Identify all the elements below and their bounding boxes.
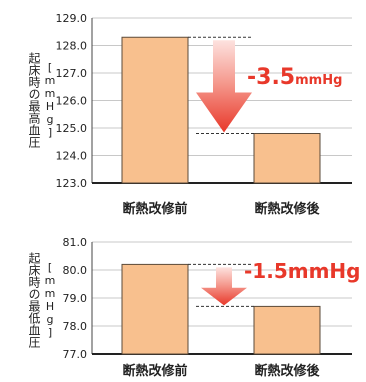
panel-1-category-label: 断熱改修前 (122, 201, 187, 217)
panel-1-ylabel: 起床時の最高血圧 (27, 52, 41, 149)
panel-2-category-label: 断熱改修前 (122, 363, 187, 378)
panel-2-ytick-label: 80.0 (63, 264, 88, 277)
panel-2-bar (253, 305, 321, 355)
panel-1-ytick-label: 127.0 (56, 67, 88, 80)
panel-1-annotation-value: -3.5 (247, 65, 295, 90)
panel-1-ytick-label: 128.0 (56, 40, 88, 53)
panel-2-ytick-label: 79.0 (63, 292, 88, 305)
panel-1-ytick-label: 126.0 (56, 95, 88, 108)
panel-2-yunit: [mmHg] (44, 261, 57, 339)
panel-2-ytick-label: 77.0 (63, 348, 88, 361)
panel-2-category-label: 断熱改修後 (254, 363, 320, 378)
panel-1-ytick-label: 124.0 (56, 150, 88, 163)
panel-1-bar (253, 133, 321, 184)
panel-2-annotation: -1.5mmHg (244, 259, 360, 283)
panel-1-annotation-unit: mmHg (295, 73, 342, 88)
panel-1-ytick-label: 123.0 (56, 177, 88, 190)
panel-1-bar (121, 36, 189, 184)
panel-2-ylabel: 起床時の最低血圧 (27, 252, 41, 349)
panel-1-yunit: [mmHg] (44, 61, 57, 139)
panel-1-ytick-label: 129.0 (56, 12, 88, 25)
panel-1-ytick-label: 125.0 (56, 122, 88, 135)
panel-2-annotation-value: -1.5mmHg (244, 259, 360, 283)
panel-1-category-label: 断熱改修後 (254, 201, 320, 217)
panel-2-ytick-label: 81.0 (63, 236, 88, 249)
panel-2-ytick-label: 78.0 (63, 320, 88, 333)
panel-2-bar (121, 263, 189, 355)
panel-2-decrease-arrow (201, 267, 247, 306)
panel-1-decrease-arrow (196, 40, 252, 133)
panel-1-annotation: -3.5mmHg (247, 65, 342, 90)
